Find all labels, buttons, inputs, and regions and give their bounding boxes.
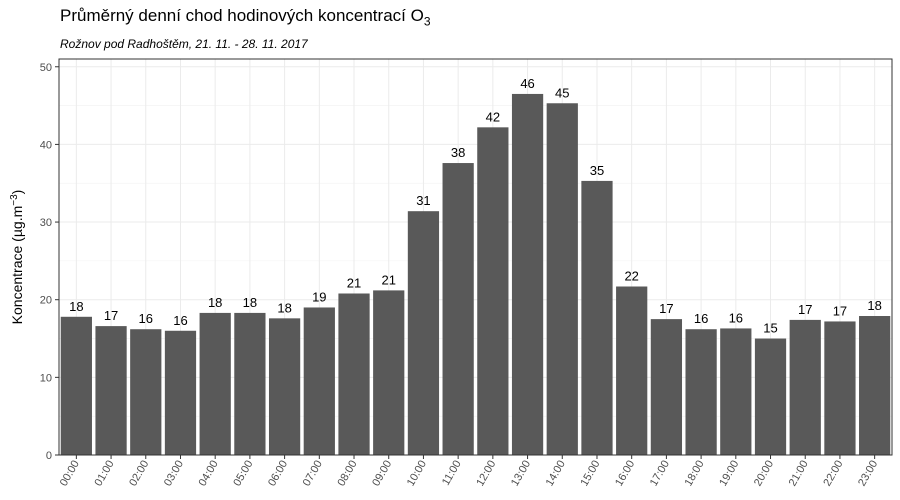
bar-0700 bbox=[303, 307, 335, 455]
bars bbox=[60, 93, 891, 456]
bar-0100 bbox=[95, 326, 127, 455]
data-label: 16 bbox=[729, 310, 743, 325]
data-label: 19 bbox=[312, 289, 326, 304]
x-tick-label: 00:00 bbox=[58, 459, 82, 489]
bar-1200 bbox=[477, 127, 509, 456]
x-tick-label: 12:00 bbox=[474, 458, 498, 488]
x-tick-label: 06:00 bbox=[266, 459, 290, 489]
plot-panel-border bbox=[58, 58, 893, 456]
x-tick-label: 04:00 bbox=[197, 459, 221, 489]
x-tick-label: 01:00 bbox=[93, 459, 117, 489]
bar-1900 bbox=[720, 328, 752, 455]
data-label: 17 bbox=[798, 302, 812, 317]
bar-0400 bbox=[199, 312, 231, 455]
data-label: 31 bbox=[416, 193, 430, 208]
x-tick-label: 14:00 bbox=[544, 459, 568, 489]
bar-0300 bbox=[164, 330, 197, 455]
data-label: 18 bbox=[243, 295, 257, 310]
bar-0000 bbox=[60, 316, 92, 455]
x-tick-label: 13:00 bbox=[509, 459, 533, 489]
data-label: 22 bbox=[624, 269, 638, 284]
data-label: 18 bbox=[208, 295, 222, 310]
y-tick-label: 30 bbox=[40, 217, 52, 229]
bar-1300 bbox=[511, 93, 544, 456]
bar-1000 bbox=[407, 211, 440, 455]
x-tick-label: 11:00 bbox=[440, 459, 464, 488]
x-tick-label: 21:00 bbox=[787, 459, 811, 489]
data-label: 46 bbox=[520, 76, 534, 91]
bar-2100 bbox=[789, 319, 821, 455]
x-tick-label: 15:00 bbox=[578, 459, 602, 489]
x-tick-label: 18:00 bbox=[683, 459, 707, 489]
bar-0200 bbox=[130, 329, 162, 455]
bar-2000 bbox=[754, 338, 787, 455]
data-label: 17 bbox=[659, 301, 673, 316]
data-label: 17 bbox=[104, 308, 118, 323]
data-label: 18 bbox=[69, 299, 83, 314]
data-label: 21 bbox=[347, 275, 361, 290]
y-tick-label: 40 bbox=[40, 139, 52, 151]
bar-1700 bbox=[650, 319, 683, 455]
bar-1500 bbox=[581, 180, 613, 455]
bar-0800 bbox=[338, 293, 370, 455]
bar-0900 bbox=[373, 290, 405, 455]
chart-title-text: Průměrný denní chod hodinových koncentra… bbox=[60, 6, 424, 25]
chart-subtitle: Rožnov pod Radhoštěm, 21. 11. - 28. 11. … bbox=[60, 37, 308, 51]
x-tick-label: 20:00 bbox=[752, 459, 776, 489]
data-label: 45 bbox=[555, 85, 569, 100]
data-label: 16 bbox=[139, 311, 153, 326]
x-tick-label: 09:00 bbox=[370, 459, 394, 489]
data-label: 15 bbox=[763, 321, 777, 336]
y-tick-label: 0 bbox=[46, 450, 52, 462]
data-label: 16 bbox=[173, 313, 187, 328]
data-label: 21 bbox=[381, 272, 395, 287]
y-axis-label-tail: ) bbox=[9, 190, 25, 195]
bar-0600 bbox=[268, 318, 301, 455]
x-tick-label: 07:00 bbox=[301, 459, 325, 489]
bar-2200 bbox=[824, 321, 856, 455]
y-axis: 0 10 20 30 40 50 bbox=[40, 62, 59, 462]
data-label: 16 bbox=[694, 311, 708, 326]
x-tick-label: 23:00 bbox=[856, 459, 880, 489]
bar-1100 bbox=[442, 163, 474, 455]
x-tick-label: 16:00 bbox=[613, 459, 637, 489]
y-axis-label-superscript: −3 bbox=[9, 194, 20, 206]
data-label: 18 bbox=[277, 300, 291, 315]
data-label: 38 bbox=[451, 145, 465, 160]
x-tick-label: 05:00 bbox=[231, 459, 255, 489]
x-tick-label: 08:00 bbox=[335, 459, 359, 489]
bar-1800 bbox=[685, 329, 717, 455]
data-label: 42 bbox=[486, 109, 500, 124]
y-tick-label: 10 bbox=[40, 372, 52, 384]
data-labels: 18 17 16 16 18 18 18 19 21 21 31 38 42 46 45 35 22 17 16 16… bbox=[69, 76, 882, 336]
x-tick-label: 03:00 bbox=[162, 459, 186, 489]
x-tick-label: 02:00 bbox=[127, 459, 151, 489]
x-tick-label: 17:00 bbox=[648, 459, 672, 489]
bar-1400 bbox=[546, 103, 578, 456]
x-tick-label: 22:00 bbox=[821, 459, 845, 489]
x-tick-label: 10:00 bbox=[405, 459, 429, 489]
y-axis-label-main: Koncentrace (µg.m bbox=[9, 206, 25, 325]
bar-0500 bbox=[234, 312, 266, 455]
data-label: 35 bbox=[590, 163, 604, 178]
y-axis-label: Koncentrace (µg.m−3) bbox=[9, 190, 26, 325]
data-label: 17 bbox=[833, 303, 847, 318]
bar-2300 bbox=[859, 316, 891, 455]
data-label: 18 bbox=[867, 298, 881, 313]
x-axis: 00:00 01:00 02:00 03:00 04:00 05:00 06:00 07:00… bbox=[58, 455, 880, 488]
y-tick-label: 50 bbox=[40, 62, 52, 74]
y-tick-label: 20 bbox=[40, 295, 52, 307]
bar-1600 bbox=[616, 286, 648, 455]
chart-title: Průměrný denní chod hodinových koncentra… bbox=[60, 6, 431, 28]
chart-title-subscript: 3 bbox=[423, 14, 431, 29]
x-tick-label: 19:00 bbox=[717, 459, 741, 489]
